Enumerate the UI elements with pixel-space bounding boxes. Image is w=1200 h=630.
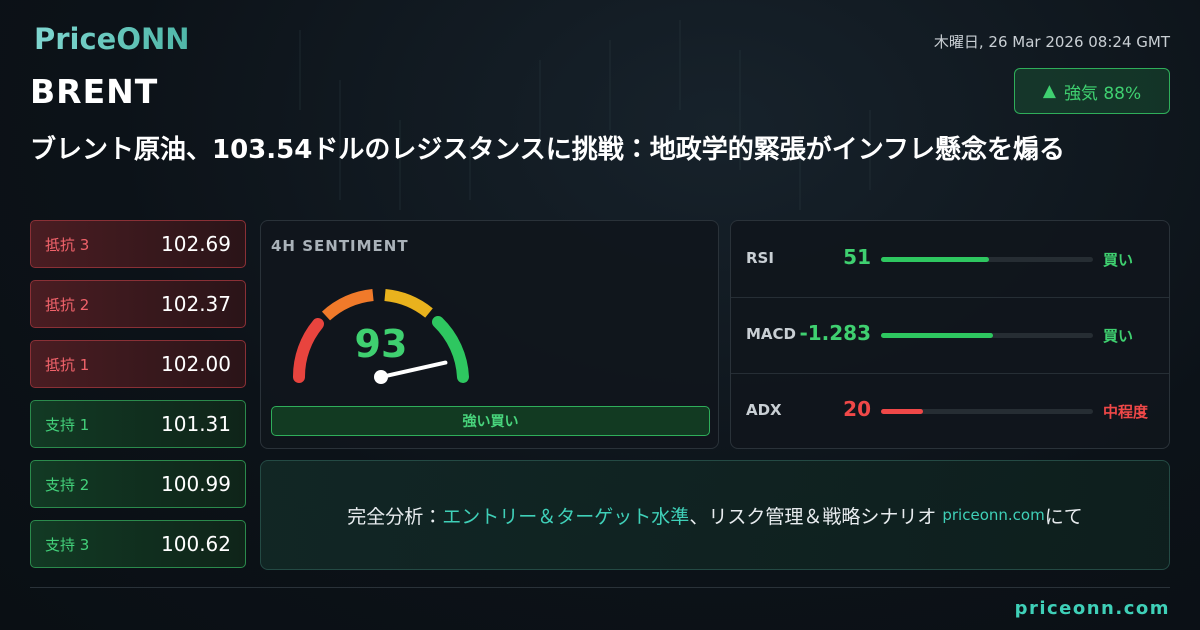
indicator-signal: 中程度 (1103, 403, 1149, 421)
level-value: 102.00 (161, 352, 231, 376)
sentiment-badge: ▲ 強気 88% (1014, 68, 1170, 114)
cta-text: 、リスク管理＆戦略シナリオ (689, 505, 943, 528)
cta-text: 完全分析： (347, 505, 443, 528)
level-value: 102.37 (161, 292, 231, 316)
level-box: 支持 1 101.31 (30, 400, 246, 448)
gauge-arc (432, 316, 469, 383)
indicator-signal: 買い (1103, 251, 1134, 269)
level-box: 支持 2 100.99 (30, 460, 246, 508)
level-box: 抵抗 2 102.37 (30, 280, 246, 328)
level-label: 支持 2 (45, 475, 90, 494)
indicator-name: MACD (746, 325, 796, 343)
symbol: BRENT (30, 72, 159, 111)
indicator-name: ADX (746, 401, 782, 419)
verdict: 強い買い (271, 406, 710, 436)
arrow-icon: ▲ (1042, 81, 1056, 101)
cta-text: エントリー＆ターゲット水準 (442, 505, 690, 528)
level-label: 抵抗 2 (45, 295, 90, 314)
level-value: 101.31 (161, 412, 231, 436)
indicator-name: RSI (746, 249, 774, 267)
gauge-value: 93 (355, 322, 408, 366)
level-label: 支持 1 (45, 415, 90, 434)
indicator-track (881, 257, 1093, 262)
gauge: 93 (292, 289, 469, 384)
divider (30, 587, 1170, 588)
indicator-bar (881, 257, 990, 262)
cta-text: にて (1044, 505, 1083, 528)
indicator-value: -1.283 (799, 321, 871, 345)
level-box: 抵抗 1 102.00 (30, 340, 246, 388)
indicator-track (881, 409, 1093, 414)
logo: PriceONN (34, 22, 190, 56)
cta-text: priceonn.com (942, 506, 1045, 524)
gauge-arc (384, 289, 433, 318)
level-box: 抵抗 3 102.69 (30, 220, 246, 268)
indicators-panel: RSI 51 買い MACD -1.283 買い ADX 20 中程度 (730, 220, 1170, 449)
indicator-bar (881, 333, 994, 338)
date: 木曜日, 26 Mar 2026 08:24 GMT (933, 33, 1170, 51)
background-candles (299, 20, 871, 210)
level-box: 支持 3 100.62 (30, 520, 246, 568)
indicator-row: RSI 51 買い (731, 221, 1169, 298)
indicator-value: 20 (843, 397, 871, 421)
cta-panel: 完全分析： エントリー＆ターゲット水準 、リスク管理＆戦略シナリオ priceonn… (260, 460, 1170, 570)
level-label: 抵抗 3 (45, 235, 90, 254)
badge-text: 強気 88% (1063, 83, 1142, 104)
indicator-signal: 買い (1103, 327, 1134, 345)
level-value: 102.69 (161, 232, 231, 256)
indicator-track (881, 333, 1093, 338)
level-value: 100.99 (161, 472, 231, 496)
panel-title: 4H SENTIMENT (271, 237, 409, 255)
sentiment-panel: 4H SENTIMENT 93 強い買い (260, 220, 719, 449)
headline: ブレント原油、103.54ドルのレジスタンスに挑戦：地政学的緊張がインフレ懸念を… (30, 135, 1066, 165)
indicator-value: 51 (843, 245, 871, 269)
indicator-row: ADX 20 中程度 (731, 373, 1169, 449)
gauge-needle (379, 360, 448, 379)
level-label: 抵抗 1 (45, 355, 90, 374)
indicator-row: MACD -1.283 買い (731, 297, 1169, 374)
gauge-arc (321, 289, 374, 321)
gauge-arc (292, 318, 324, 383)
gauge-hub (374, 370, 388, 384)
indicator-bar (881, 409, 924, 414)
level-value: 100.62 (161, 532, 231, 556)
footer-url: priceonn.com (1014, 598, 1170, 619)
level-label: 支持 3 (45, 535, 90, 554)
